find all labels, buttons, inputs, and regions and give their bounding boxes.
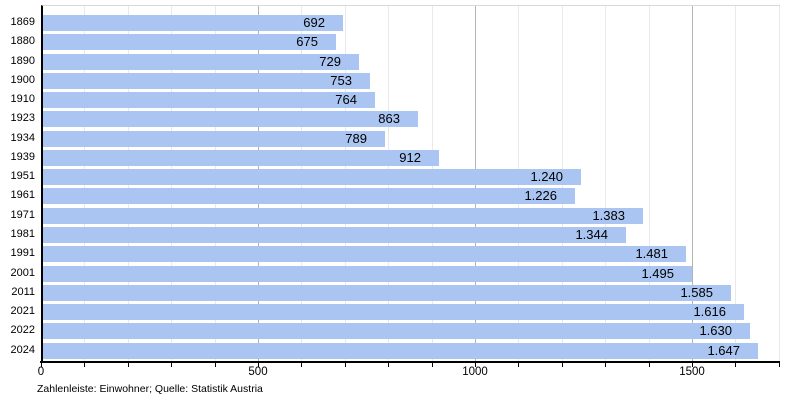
minor-gridline bbox=[778, 6, 780, 361]
bar: 789 bbox=[43, 130, 385, 147]
bar: 1.495 bbox=[43, 265, 692, 282]
bar-value-label: 1.647 bbox=[707, 342, 740, 358]
bar: 675 bbox=[43, 34, 336, 51]
y-axis-label: 1971 bbox=[10, 208, 35, 221]
x-axis-tick bbox=[301, 363, 303, 367]
bar: 692 bbox=[43, 15, 343, 31]
x-axis-tick-label: 500 bbox=[248, 366, 268, 378]
y-axis-label: 1890 bbox=[10, 54, 35, 67]
x-axis-line bbox=[40, 361, 780, 363]
bar: 764 bbox=[43, 92, 375, 109]
bar: 1.616 bbox=[43, 304, 744, 321]
bar-value-label: 912 bbox=[399, 149, 421, 165]
bar-value-label: 1.226 bbox=[524, 188, 557, 204]
x-axis-tick bbox=[692, 363, 693, 367]
x-axis-tick-label: 1500 bbox=[679, 366, 705, 378]
bar-value-label: 753 bbox=[330, 72, 352, 88]
bar-value-label: 764 bbox=[335, 92, 357, 108]
x-axis-tick bbox=[561, 363, 563, 367]
y-axis-label: 1869 bbox=[10, 16, 35, 28]
y-axis-label: 1939 bbox=[10, 150, 35, 163]
y-axis-label: 2011 bbox=[11, 285, 35, 298]
major-gridline bbox=[692, 6, 693, 361]
bar-value-label: 692 bbox=[303, 15, 325, 30]
y-axis-label: 1961 bbox=[10, 189, 35, 202]
bar-value-label: 729 bbox=[319, 53, 341, 69]
x-axis-tick bbox=[475, 363, 476, 367]
bar-value-label: 1.495 bbox=[641, 265, 674, 281]
x-axis-tick bbox=[648, 363, 650, 367]
x-axis-tick-label: 1000 bbox=[462, 366, 488, 378]
x-axis-tick bbox=[605, 363, 607, 367]
y-axis-label: 1991 bbox=[10, 247, 35, 260]
minor-gridline bbox=[605, 6, 607, 361]
y-axis-label: 2021 bbox=[10, 305, 35, 318]
y-axis-label: 1981 bbox=[10, 227, 35, 240]
bar: 1.226 bbox=[43, 188, 575, 205]
minor-gridline bbox=[735, 6, 737, 361]
bar-value-label: 1.344 bbox=[575, 226, 608, 242]
x-axis-tick bbox=[735, 363, 737, 367]
y-axis-label: 1910 bbox=[10, 93, 35, 106]
bar: 729 bbox=[43, 53, 359, 70]
x-axis-tick bbox=[518, 363, 520, 367]
bar: 1.344 bbox=[43, 226, 626, 243]
y-axis-label: 2001 bbox=[10, 266, 35, 279]
minor-gridline bbox=[648, 6, 650, 361]
bar-value-label: 675 bbox=[296, 34, 318, 50]
bar: 1.585 bbox=[43, 284, 731, 301]
bar: 912 bbox=[43, 149, 439, 166]
x-axis-tick bbox=[41, 363, 42, 367]
y-axis-label: 2022 bbox=[10, 324, 35, 337]
bar: 1.240 bbox=[43, 169, 581, 186]
x-axis-tick bbox=[778, 363, 780, 367]
bar: 863 bbox=[43, 111, 418, 128]
bar-value-label: 1.630 bbox=[699, 323, 732, 339]
y-axis-label: 1900 bbox=[10, 73, 35, 86]
x-axis-tick bbox=[214, 363, 216, 367]
bar-value-label: 789 bbox=[345, 130, 367, 146]
bar-value-label: 863 bbox=[378, 111, 400, 127]
y-axis-label: 1880 bbox=[10, 35, 35, 48]
x-axis-tick bbox=[388, 363, 390, 367]
x-axis-tick bbox=[344, 363, 346, 367]
y-axis-label: 1951 bbox=[10, 170, 35, 183]
x-axis-tick bbox=[431, 363, 433, 367]
bar-value-label: 1.616 bbox=[693, 304, 726, 320]
bar-value-label: 1.383 bbox=[592, 207, 625, 223]
bar-value-label: 1.585 bbox=[680, 284, 713, 300]
y-axis-label: 1923 bbox=[10, 112, 35, 125]
bar: 753 bbox=[43, 72, 370, 89]
plot-area: 692 675 729 753 764 863 789 912 1.240 1.226 1.383 1… bbox=[41, 5, 780, 361]
y-axis-label: 1934 bbox=[10, 131, 35, 144]
x-axis-tick bbox=[171, 363, 173, 367]
x-axis-tick bbox=[127, 363, 129, 367]
x-axis-tick-label: 0 bbox=[37, 366, 45, 378]
bar-value-label: 1.481 bbox=[635, 246, 668, 262]
bar: 1.630 bbox=[43, 323, 750, 340]
bar-value-label: 1.240 bbox=[530, 169, 563, 185]
y-axis-label: 2024 bbox=[10, 343, 35, 356]
x-axis-tick bbox=[258, 363, 259, 367]
bar: 1.481 bbox=[43, 246, 686, 263]
chart-caption: Zahlenleiste: Einwohner; Quelle: Statist… bbox=[37, 383, 263, 395]
bar: 1.647 bbox=[43, 342, 758, 359]
bar: 1.383 bbox=[43, 207, 643, 224]
x-axis-tick bbox=[84, 363, 86, 367]
